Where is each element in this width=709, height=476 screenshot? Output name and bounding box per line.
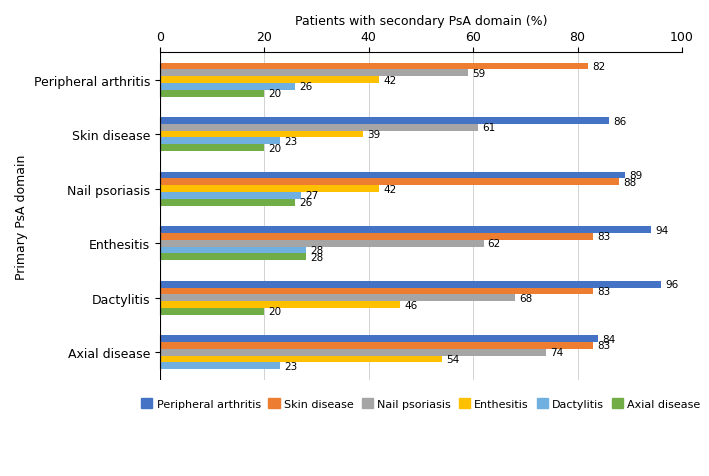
Text: 23: 23: [284, 361, 297, 371]
Bar: [160, 295, 515, 301]
Text: 46: 46: [404, 300, 418, 310]
Bar: [160, 172, 625, 179]
Bar: [160, 308, 264, 315]
Bar: [160, 247, 306, 254]
Bar: [160, 301, 400, 308]
Y-axis label: Primary PsA domain: Primary PsA domain: [15, 154, 28, 279]
Bar: [160, 356, 442, 363]
Bar: [160, 179, 620, 186]
Legend: Peripheral arthritis, Skin disease, Nail psoriasis, Enthesitis, Dactylitis, Axia: Peripheral arthritis, Skin disease, Nail…: [137, 394, 705, 413]
Bar: [160, 254, 306, 260]
Bar: [160, 145, 264, 152]
Bar: [160, 288, 593, 295]
Text: 88: 88: [623, 178, 637, 188]
Bar: [160, 193, 301, 199]
Text: 89: 89: [629, 171, 642, 181]
Text: 68: 68: [519, 293, 532, 303]
Text: 20: 20: [268, 89, 281, 99]
Text: 96: 96: [665, 279, 679, 289]
Text: 28: 28: [310, 252, 323, 262]
Bar: [160, 186, 379, 193]
Text: 39: 39: [367, 130, 381, 140]
Text: 20: 20: [268, 143, 281, 153]
Bar: [160, 349, 546, 356]
Text: 42: 42: [384, 75, 396, 85]
Text: 27: 27: [305, 191, 318, 201]
Bar: [160, 336, 598, 342]
Text: 26: 26: [300, 82, 313, 92]
Bar: [160, 227, 651, 234]
Bar: [160, 131, 364, 138]
Text: 84: 84: [603, 334, 616, 344]
Text: 28: 28: [310, 246, 323, 256]
Text: 74: 74: [550, 347, 564, 357]
Bar: [160, 118, 609, 125]
Text: 83: 83: [598, 232, 610, 242]
Bar: [160, 125, 479, 131]
Text: 83: 83: [598, 287, 610, 297]
Text: 62: 62: [488, 238, 501, 248]
Bar: [160, 342, 593, 349]
Text: 20: 20: [268, 307, 281, 317]
Bar: [160, 199, 296, 206]
Text: 83: 83: [598, 341, 610, 351]
Bar: [160, 240, 484, 247]
Bar: [160, 234, 593, 240]
Bar: [160, 363, 280, 369]
Bar: [160, 281, 661, 288]
Text: 54: 54: [446, 354, 459, 364]
X-axis label: Patients with secondary PsA domain (%): Patients with secondary PsA domain (%): [295, 15, 547, 28]
Bar: [160, 84, 296, 90]
Bar: [160, 70, 468, 77]
Bar: [160, 63, 588, 70]
Bar: [160, 138, 280, 145]
Text: 42: 42: [384, 184, 396, 194]
Text: 86: 86: [613, 116, 626, 126]
Bar: [160, 90, 264, 97]
Text: 26: 26: [300, 198, 313, 208]
Bar: [160, 77, 379, 84]
Text: 59: 59: [472, 69, 485, 79]
Text: 82: 82: [592, 62, 605, 72]
Text: 61: 61: [483, 123, 496, 133]
Text: 94: 94: [655, 225, 668, 235]
Text: 23: 23: [284, 137, 297, 147]
